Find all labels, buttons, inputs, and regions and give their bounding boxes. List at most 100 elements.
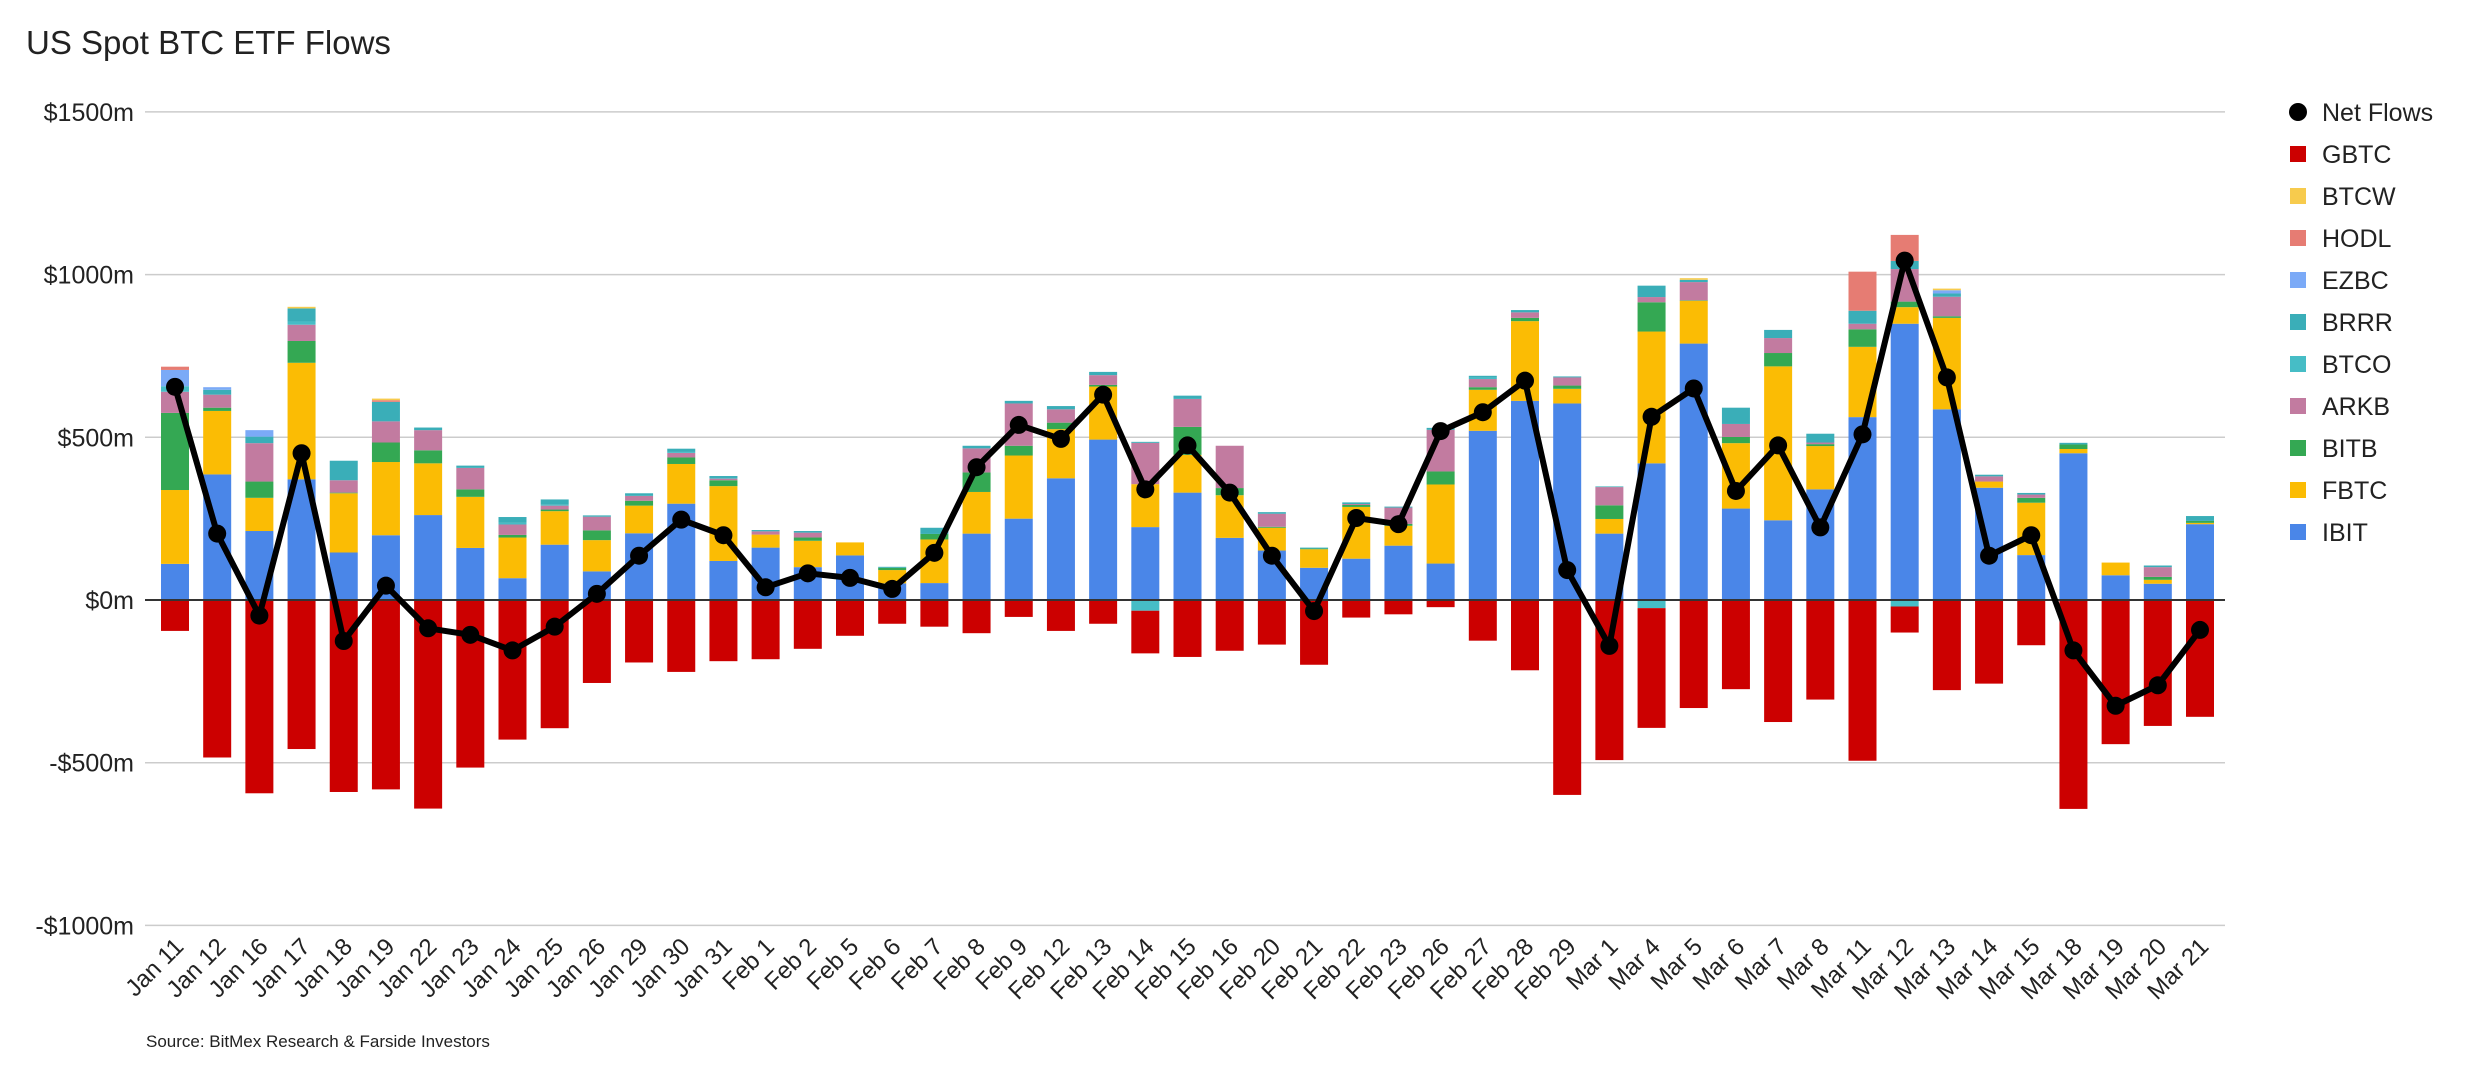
bar-btco xyxy=(1131,600,1160,611)
bar-gbtc xyxy=(709,600,738,662)
bar-btcw xyxy=(371,398,400,401)
bar-bitb xyxy=(1257,526,1286,528)
bar-bitb xyxy=(2017,497,2046,503)
net-flows-point xyxy=(1347,508,1366,527)
legend-marker-net-flows xyxy=(2289,103,2307,121)
bar-bitb xyxy=(625,500,654,506)
legend-label: GBTC xyxy=(2322,141,2391,169)
bar-bitb xyxy=(920,533,949,540)
bar-hodl xyxy=(371,400,400,402)
bar-ibit xyxy=(1384,545,1413,600)
legend-swatch-btcw xyxy=(2290,188,2306,204)
bar-ibit xyxy=(456,547,485,600)
bar-ibit xyxy=(1046,478,1075,600)
net-flows-point xyxy=(630,546,649,565)
bar-fbtc xyxy=(1595,518,1624,534)
bar-bitb xyxy=(287,340,316,363)
net-flows-point xyxy=(883,579,902,598)
bar-bitb xyxy=(582,530,611,541)
bar-fbtc xyxy=(2059,449,2088,454)
bar-bitb xyxy=(1342,504,1371,507)
net-flows-point xyxy=(1980,546,1999,565)
legend-label: EZBC xyxy=(2322,267,2389,295)
net-flows-point xyxy=(1600,636,1619,655)
bar-bitb xyxy=(2143,576,2172,580)
bar-fbtc xyxy=(2143,579,2172,584)
bar-bitb xyxy=(371,442,400,463)
bar-brrr xyxy=(456,465,485,468)
legend-swatch-hodl xyxy=(2290,230,2306,246)
net-flows-point xyxy=(714,526,733,545)
bar-ibit xyxy=(709,560,738,600)
y-tick-label: -$1000m xyxy=(35,912,134,940)
bar-btco xyxy=(667,451,696,453)
net-flows-point xyxy=(841,568,859,587)
bar-arkb xyxy=(287,324,316,341)
bar-btcw xyxy=(1679,278,1708,280)
bar-gbtc xyxy=(1384,600,1413,615)
net-flows-point xyxy=(1305,602,1324,621)
bar-ibit xyxy=(1004,518,1033,600)
bar-arkb xyxy=(1721,423,1750,437)
legend-swatch-arkb xyxy=(2290,398,2306,414)
net-flows-point xyxy=(1262,546,1281,565)
bar-brrr xyxy=(1342,502,1371,505)
bar-brrr xyxy=(709,476,738,478)
net-flows-point xyxy=(967,458,986,477)
net-flows-point xyxy=(545,617,564,636)
bar-arkb xyxy=(1764,338,1793,354)
bar-fbtc xyxy=(540,511,569,545)
net-flows-point xyxy=(925,543,944,562)
net-flows-line xyxy=(166,251,2209,715)
bar-ibit xyxy=(1637,463,1666,600)
bar-arkb xyxy=(1975,476,2004,482)
bar-arkb xyxy=(203,394,232,408)
bar-arkb xyxy=(1046,409,1075,423)
bar-btco xyxy=(709,477,738,479)
bar-ibit xyxy=(1131,527,1160,600)
bar-bitb xyxy=(245,481,274,498)
bar-fbtc xyxy=(1384,525,1413,546)
bar-arkb xyxy=(456,467,485,490)
bar-btco xyxy=(1637,600,1666,609)
net-flows-point xyxy=(166,377,184,396)
legend-swatch-ibit xyxy=(2290,524,2306,540)
bar-bitb xyxy=(329,492,358,494)
bar-arkb xyxy=(1553,377,1582,386)
bar-hodl xyxy=(161,366,189,370)
bar-brrr xyxy=(1173,395,1202,399)
net-flows-point xyxy=(1136,480,1155,499)
bar-brrr xyxy=(962,445,991,449)
bar-brrr xyxy=(1679,279,1708,283)
bar-ibit xyxy=(2143,583,2172,600)
y-axis-ticks: -$1000m -$500m $0m $500m $1000m $1500m xyxy=(35,99,134,941)
net-flows-point xyxy=(1178,436,1197,455)
bar-btcw xyxy=(287,306,316,309)
legend-label: IBIT xyxy=(2322,519,2368,547)
bar-arkb xyxy=(709,478,738,481)
bar-arkb xyxy=(1342,504,1371,505)
bar-brrr xyxy=(878,566,907,568)
bar-arkb xyxy=(1511,312,1539,318)
net-flows-point xyxy=(376,576,395,595)
bar-bitb xyxy=(1637,302,1666,332)
bar-hodl xyxy=(1848,271,1877,311)
bar-fbtc xyxy=(1173,454,1202,493)
bar-arkb xyxy=(2017,494,2046,498)
bar-gbtc xyxy=(1046,600,1075,631)
bar-btcw xyxy=(1932,288,1961,291)
bar-arkb xyxy=(1637,297,1666,303)
bar-gbtc xyxy=(1975,600,2004,684)
bar-bitb xyxy=(1468,387,1497,390)
bar-brrr xyxy=(793,531,822,533)
net-flows-point xyxy=(2106,696,2125,715)
bar-ibit xyxy=(1848,417,1877,600)
bar-ibit xyxy=(920,583,949,600)
bar-gbtc xyxy=(667,600,696,672)
bar-arkb xyxy=(1595,487,1624,506)
bar-gbtc xyxy=(1932,600,1961,691)
y-tick-label: $500m xyxy=(58,424,134,452)
legend: Net Flows GBTC BTCW HODL EZBC BRRR BTCO ARKB BIT… xyxy=(2289,99,2433,547)
bar-brrr xyxy=(751,530,780,532)
